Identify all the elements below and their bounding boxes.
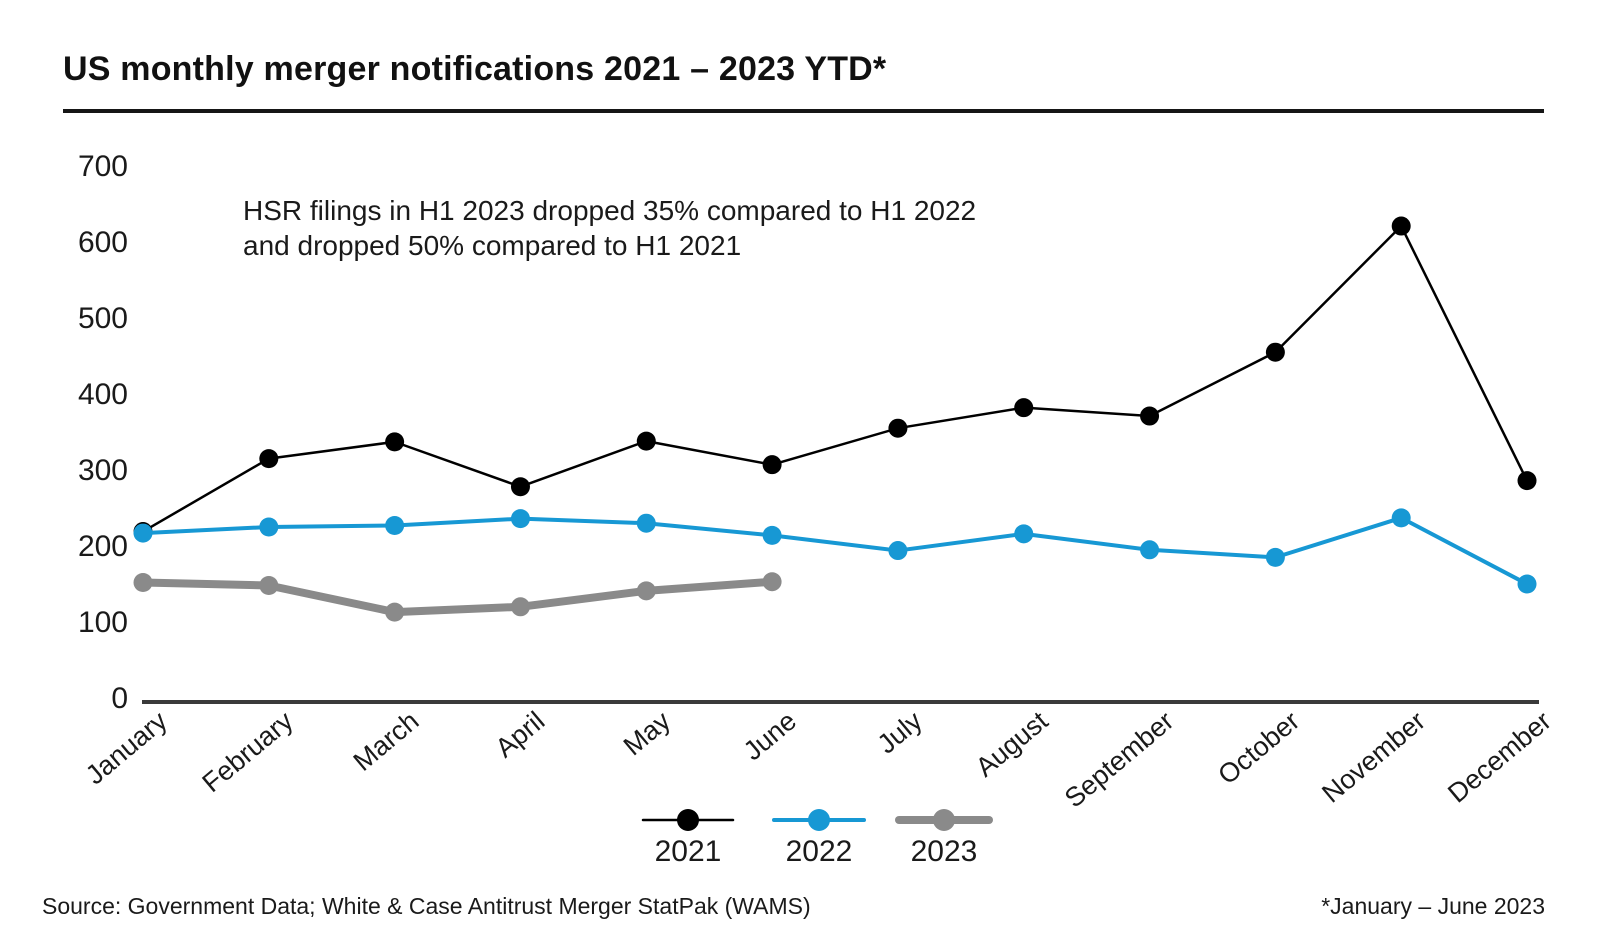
x-tick-label-august: August <box>970 705 1054 782</box>
y-tick-label: 100 <box>78 606 128 639</box>
data-point-2022-november <box>1391 508 1411 528</box>
data-point-2022-june <box>762 525 782 545</box>
x-tick-label-january: January <box>80 705 173 790</box>
y-tick-label: 200 <box>78 530 128 563</box>
x-tick-label-september: September <box>1059 706 1179 814</box>
axis-layer: 0 100 200 300 400 500 600 700 January February Mar… <box>78 150 1557 813</box>
data-point-2021-december <box>1517 471 1537 491</box>
data-point-2021-february <box>259 449 279 469</box>
data-point-2022-september <box>1140 540 1160 560</box>
x-tick-label-may: May <box>618 705 677 761</box>
data-point-2023-march <box>385 602 405 622</box>
data-point-2021-may <box>636 431 656 451</box>
data-point-2023-april <box>510 597 530 617</box>
data-point-2022-december <box>1517 574 1537 594</box>
x-tick-label-february: February <box>197 705 299 798</box>
legend-item-2021: 2021 <box>641 809 735 868</box>
data-point-2023-january <box>133 572 153 592</box>
legend-label-2022: 2022 <box>786 835 853 868</box>
data-point-2022-october <box>1265 547 1285 567</box>
chart-annotation: HSR filings in H1 2023 dropped 35% compa… <box>243 193 976 263</box>
legend-item-2023: 2023 <box>895 809 993 868</box>
annotation-line-1: HSR filings in H1 2023 dropped 35% compa… <box>243 195 977 226</box>
data-point-2023-june <box>762 572 782 592</box>
series-line-2021 <box>141 224 1529 533</box>
annotation-line-2: and dropped 50% compared to H1 2021 <box>243 230 742 261</box>
data-point-2021-november <box>1391 216 1411 236</box>
series-layer <box>133 216 1537 622</box>
y-tick-label: 400 <box>78 378 128 411</box>
y-tick-label: 0 <box>111 682 128 715</box>
x-tick-label-october: October <box>1212 706 1305 791</box>
data-point-2022-may <box>636 513 656 533</box>
legend-marker-2022 <box>808 809 830 831</box>
x-tick-label-december: December <box>1442 706 1557 809</box>
data-point-2021-april <box>510 477 530 497</box>
x-tick-label-april: April <box>490 706 551 764</box>
data-point-2022-january <box>133 523 153 543</box>
y-tick-label: 700 <box>78 150 128 183</box>
chart-legend: 2021 2022 2023 <box>641 809 993 868</box>
x-tick-label-july: July <box>872 705 928 759</box>
legend-label-2021: 2021 <box>655 835 722 868</box>
data-point-2021-march <box>385 432 405 452</box>
data-point-2021-july <box>888 418 908 438</box>
page-title: US monthly merger notifications 2021 – 2… <box>63 50 887 88</box>
y-tick-label: 300 <box>78 454 128 487</box>
data-point-2022-february <box>259 517 279 537</box>
legend-marker-2021 <box>677 809 699 831</box>
source-note: Source: Government Data; White & Case An… <box>42 893 811 919</box>
data-point-2021-september <box>1140 406 1160 426</box>
data-point-2023-may <box>636 581 656 601</box>
y-tick-label: 600 <box>78 226 128 259</box>
data-point-2021-october <box>1265 342 1285 362</box>
legend-marker-2023 <box>933 809 955 831</box>
x-tick-label-march: March <box>348 706 425 777</box>
footnote: *January – June 2023 <box>1321 893 1545 919</box>
y-tick-label: 500 <box>78 302 128 335</box>
series-line-2022 <box>141 515 1530 586</box>
legend-item-2022: 2022 <box>772 809 866 868</box>
data-point-2022-april <box>510 509 530 529</box>
x-tick-label-june: June <box>738 706 802 767</box>
series-line-2023 <box>139 577 777 617</box>
x-tick-label-november: November <box>1316 706 1431 809</box>
legend-label-2023: 2023 <box>911 835 978 868</box>
data-point-2023-february <box>259 576 279 596</box>
data-point-2022-march <box>385 515 405 535</box>
data-point-2022-july <box>888 541 908 561</box>
data-point-2022-august <box>1014 524 1034 544</box>
title-divider <box>63 109 1544 113</box>
data-point-2021-august <box>1014 398 1034 418</box>
data-point-2021-june <box>762 455 782 475</box>
